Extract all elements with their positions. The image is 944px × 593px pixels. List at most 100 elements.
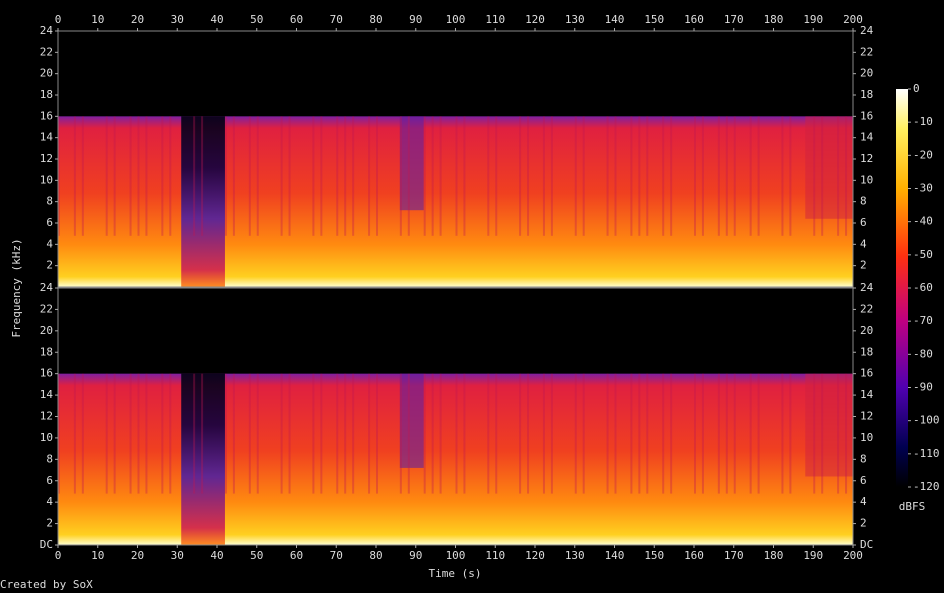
x-tick-label: 130 [565,13,585,26]
spectrogram-streak [519,373,522,494]
x-tick-label: 200 [843,549,863,562]
y-tick-label: 8 [860,195,867,208]
x-tick-label: 100 [446,13,466,26]
spectrogram-dip [399,373,424,468]
x-tick-label: 20 [131,549,144,562]
spectrogram-streak [169,373,172,494]
x-tick-label: 70 [330,549,343,562]
colorbar-tick-label: -40 [913,215,933,228]
spectrogram-streak [495,116,498,236]
y-tick-label: 12 [40,152,53,165]
spectrogram-streak [542,373,545,494]
spectrogram-dip [399,116,424,211]
spectrogram-streak [145,116,148,236]
y-tick-label: 18 [40,345,53,358]
x-tick-label: 70 [330,13,343,26]
x-tick-label: 80 [369,13,382,26]
y-tick-label: 4 [46,495,53,508]
spectrogram-streak [550,116,553,236]
y-tick-label: 12 [40,410,53,423]
spectrogram-tail [805,116,853,219]
x-tick-label: 180 [764,13,784,26]
spectrogram-streak [201,116,204,236]
spectrogram-streak [352,116,355,236]
spectrogram-streak [614,116,617,236]
y-tick-label: 20 [860,67,873,80]
y-tick-label: 8 [46,195,53,208]
x-tick-label: 90 [409,549,422,562]
colorbar-tick-label: -50 [913,248,933,261]
spectrogram-streak [463,373,466,494]
spectrogram-streak [701,116,704,236]
y-tick-label: 4 [860,495,867,508]
spectrogram-streak [137,116,140,236]
y-tick-label: 24 [860,281,874,294]
y-tick-label: 12 [860,152,873,165]
x-axis-label: Time (s) [429,567,482,580]
x-tick-label: 120 [525,13,545,26]
spectrogram-streak [845,116,848,236]
spectrogram-streak [527,116,530,236]
x-tick-label: 110 [485,549,505,562]
y-tick-label: 6 [860,216,867,229]
colorbar-label: dBFS [899,500,926,513]
spectrogram-streak [717,373,720,494]
spectrogram-streak [821,373,824,494]
spectrogram-streak [725,116,728,236]
x-tick-label: 200 [843,13,863,26]
spectrogram-streak [320,116,323,236]
x-tick-label: 0 [55,13,62,26]
spectrogram-gap [181,116,225,287]
spectrogram-streak [105,116,108,236]
y-axis-label: Frequency (kHz) [10,238,23,337]
spectrogram-streak [161,116,164,236]
spectrogram-streak [630,116,633,236]
spectrogram-streak [288,373,291,494]
spectrogram-streak [288,116,291,236]
spectrogram-streak [113,116,116,236]
x-tick-label: 170 [724,13,744,26]
x-tick-label: 60 [290,549,303,562]
spectrogram-streak [527,373,530,494]
spectrogram-streak [749,373,752,494]
y-tick-label: DC [40,538,53,551]
spectrogram-streak [821,116,824,236]
spectrogram-streak [58,116,60,236]
spectrogram-streak [376,373,378,494]
y-tick-label: 6 [46,474,53,487]
x-tick-label: 130 [565,549,585,562]
x-tick-label: 0 [55,549,62,562]
spectrogram-streak [582,116,585,236]
y-tick-label: 24 [40,281,54,294]
colorbar-tick-label: -90 [913,381,933,394]
x-tick-label: 50 [250,549,263,562]
colorbar-tick-label: -100 [913,414,940,427]
y-tick-label: 6 [860,474,867,487]
spectrogram-streak [336,373,339,494]
colorbar-tick-label: -120 [913,480,940,493]
spectrogram-streak [81,116,84,236]
x-tick-label: 30 [171,13,184,26]
x-tick-label: 90 [409,13,422,26]
spectrogram-streak [638,373,641,494]
spectrogram-streak [542,116,545,236]
y-tick-label: 10 [860,431,873,444]
spectrogram-streak [694,116,696,236]
x-tick-label: 140 [605,549,625,562]
colorbar-tick-label: -70 [913,314,933,327]
spectrogram-streak [487,373,490,494]
spectrogram-streak [662,116,665,236]
spectrogram-streak [344,116,347,236]
spectrogram-streak [145,373,148,494]
y-tick-label: 14 [860,131,874,144]
x-tick-label: 160 [684,549,704,562]
spectrogram-streak [694,373,696,494]
footer: Created by SoX [0,578,93,591]
spectrogram-streak [201,373,204,494]
spectrogram-streak [312,373,315,494]
spectrogram-streak [248,373,251,494]
y-tick-label: 20 [40,324,53,337]
x-tick-label: 80 [369,549,382,562]
y-tick-label: 16 [40,109,53,122]
